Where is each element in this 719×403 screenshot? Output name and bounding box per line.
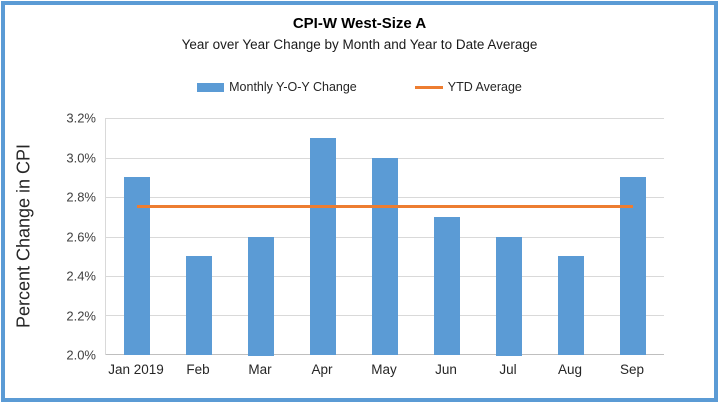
bar-may [372, 158, 398, 355]
ytd-average-line [137, 205, 633, 208]
y-tick-label: 2.4% [66, 268, 96, 284]
bar-swatch-icon [197, 82, 225, 92]
chart-legend: Monthly Y-O-Y Change YTD Average [0, 80, 719, 94]
bar-feb [186, 256, 212, 355]
x-tick-label: May [371, 362, 397, 377]
bar-jun [434, 217, 460, 355]
legend-item-ytd: YTD Average [414, 80, 522, 94]
y-tick-label: 2.2% [66, 308, 96, 323]
x-tick-label: Jan 2019 [108, 362, 164, 377]
x-tick-label: Sep [619, 362, 645, 377]
legend-label-monthly: Monthly Y-O-Y Change [229, 80, 357, 94]
plot-area [105, 118, 664, 356]
chart-subtitle: Year over Year Change by Month and Year … [181, 37, 538, 52]
legend-item-monthly: Monthly Y-O-Y Change [197, 80, 357, 94]
y-tick-label: 2.0% [66, 347, 96, 363]
bar-mar [248, 237, 274, 356]
y-tick-label: 3.0% [66, 150, 96, 165]
y-tick-label: 2.6% [66, 229, 96, 244]
bar-jul [496, 237, 522, 356]
x-tick-label: Feb [186, 362, 210, 377]
y-tick-label: 3.2% [66, 110, 96, 126]
bar-jan-2019 [124, 177, 150, 355]
y-tick-label: 2.8% [66, 189, 96, 205]
bar-aug [558, 256, 584, 355]
x-tick-label: Aug [557, 362, 583, 377]
legend-label-ytd: YTD Average [447, 80, 522, 94]
x-tick-label: Jul [499, 362, 517, 377]
line-swatch-icon [414, 85, 443, 89]
x-tick-label: Jun [435, 362, 457, 377]
chart-title: CPI-W West-Size A [292, 15, 427, 32]
bar-sep [620, 177, 646, 355]
x-tick-label: Mar [248, 362, 272, 377]
x-tick-label: Apr [311, 362, 333, 377]
bar-apr [310, 138, 336, 355]
gridline [106, 118, 664, 119]
